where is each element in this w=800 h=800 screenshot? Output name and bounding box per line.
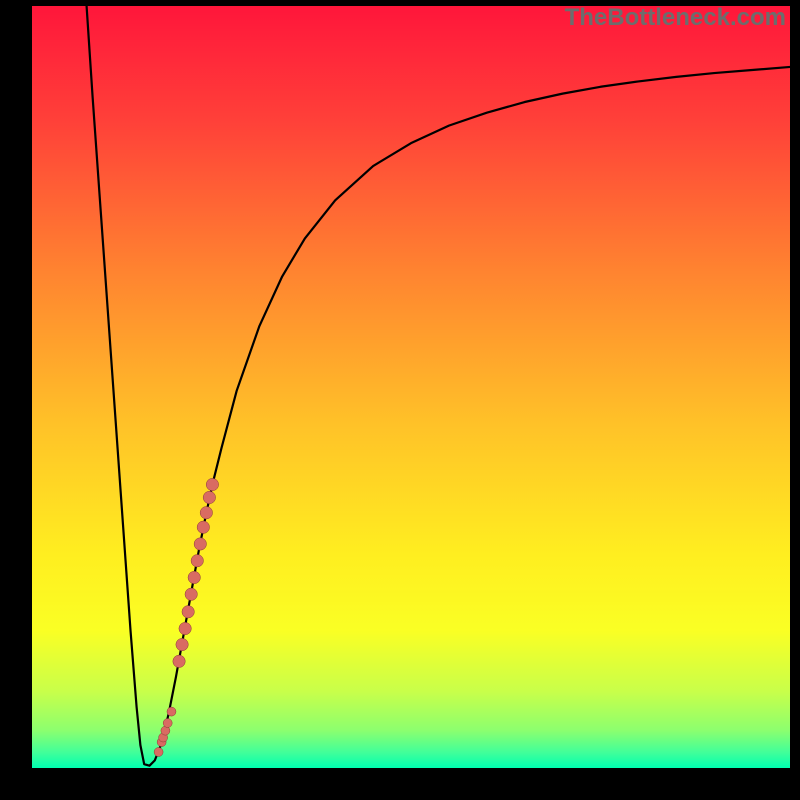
data-marker xyxy=(176,638,188,650)
data-marker xyxy=(154,748,163,757)
data-marker xyxy=(194,538,206,550)
gradient-background xyxy=(32,6,790,768)
data-marker xyxy=(191,555,203,567)
data-marker xyxy=(197,521,209,533)
chart-container: TheBottleneck.com xyxy=(0,0,800,800)
data-marker xyxy=(182,606,194,618)
data-marker xyxy=(206,478,218,490)
data-marker xyxy=(185,588,197,600)
data-marker xyxy=(188,571,200,583)
data-marker xyxy=(163,719,172,728)
data-marker xyxy=(200,507,212,519)
data-marker xyxy=(167,707,176,716)
data-marker xyxy=(179,622,191,634)
data-marker xyxy=(173,655,185,667)
chart-svg xyxy=(0,0,800,800)
watermark-text: TheBottleneck.com xyxy=(565,4,786,32)
data-marker xyxy=(203,491,215,503)
